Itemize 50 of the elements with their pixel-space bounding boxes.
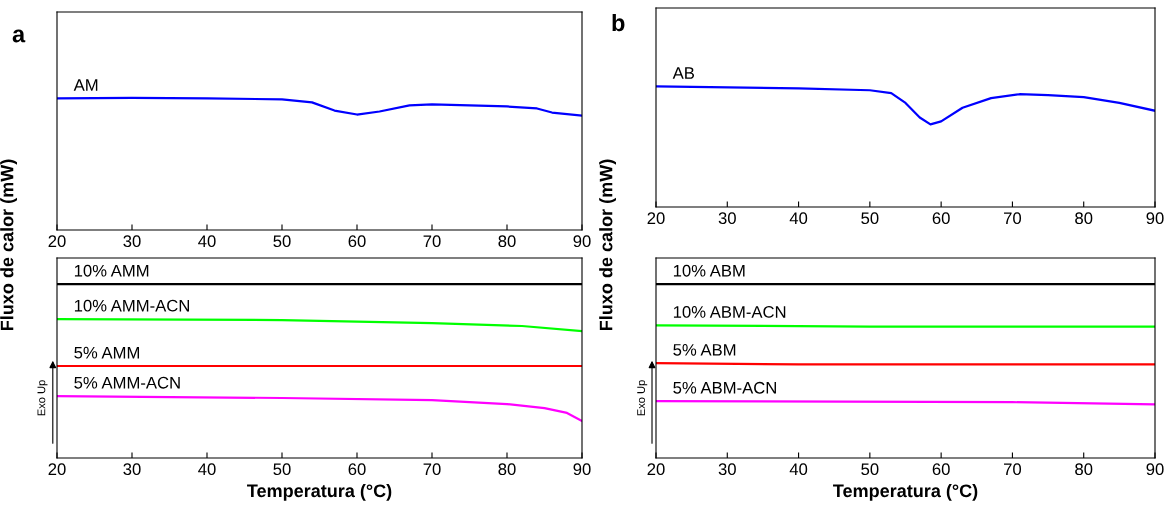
x-axis-title: Temperatura (°C) — [833, 483, 978, 501]
x-tick-label: 80 — [1075, 212, 1093, 225]
series-label: 5% AMM-ACN — [74, 376, 180, 389]
x-tick-label: 40 — [789, 212, 808, 225]
x-tick-label: 90 — [573, 463, 591, 476]
x-tick-label: 60 — [932, 212, 950, 225]
x-tick-label: 20 — [48, 235, 66, 248]
x-tick-label: 20 — [647, 212, 665, 225]
x-tick-label: 30 — [123, 235, 141, 248]
series-label: AM — [73, 79, 98, 91]
x-tick-label: 70 — [1004, 212, 1022, 225]
series-label: 10% AMM — [74, 264, 149, 277]
x-tick-label: 90 — [1146, 463, 1164, 476]
series-label: 10% ABM-ACN — [673, 306, 786, 318]
x-tick-label: 40 — [789, 463, 808, 476]
x-tick-label: 90 — [1146, 212, 1164, 225]
chart-title: b — [612, 13, 625, 32]
x-tick-label: 20 — [48, 463, 66, 476]
x-tick-label: 80 — [1075, 463, 1093, 476]
x-tick-label: 70 — [1004, 463, 1022, 476]
series-label: 5% AMM — [74, 346, 139, 359]
x-tick-label: 80 — [498, 463, 516, 476]
x-tick-label: 90 — [573, 235, 591, 248]
x-tick-label: 50 — [861, 212, 879, 225]
x-tick-label: 40 — [198, 463, 216, 476]
y-axis-title: Fluxo de calor (mW) — [0, 159, 17, 331]
x-axis-title: Temperatura (°C) — [247, 483, 392, 501]
y-axis-title: Fluxo de calor (mW) — [599, 159, 616, 331]
series-label: 5% ABM-ACN — [673, 381, 776, 394]
x-tick-label: 70 — [423, 463, 441, 476]
chart-title: a — [12, 29, 26, 43]
x-tick-label: 30 — [718, 463, 736, 476]
x-tick-label: 40 — [198, 235, 216, 248]
x-tick-label: 70 — [423, 235, 441, 248]
x-tick-label: 30 — [718, 212, 736, 225]
x-tick-label: 50 — [273, 235, 291, 248]
series-label: 5% ABM — [673, 344, 736, 356]
x-tick-label: 50 — [861, 463, 879, 476]
series-label: 10% ABM — [673, 264, 745, 277]
x-tick-label: 60 — [932, 463, 950, 476]
x-tick-label: 50 — [273, 463, 291, 476]
x-tick-label: 20 — [647, 463, 665, 476]
x-tick-label: 60 — [348, 235, 366, 248]
text: Exo Up — [637, 380, 648, 416]
series-label: AB — [672, 67, 695, 79]
x-tick-label: 30 — [123, 463, 141, 476]
series-label: 10% AMM-ACN — [74, 299, 189, 312]
text: Exo Up — [37, 380, 48, 416]
x-tick-label: 60 — [348, 463, 366, 476]
x-tick-label: 80 — [498, 235, 516, 248]
